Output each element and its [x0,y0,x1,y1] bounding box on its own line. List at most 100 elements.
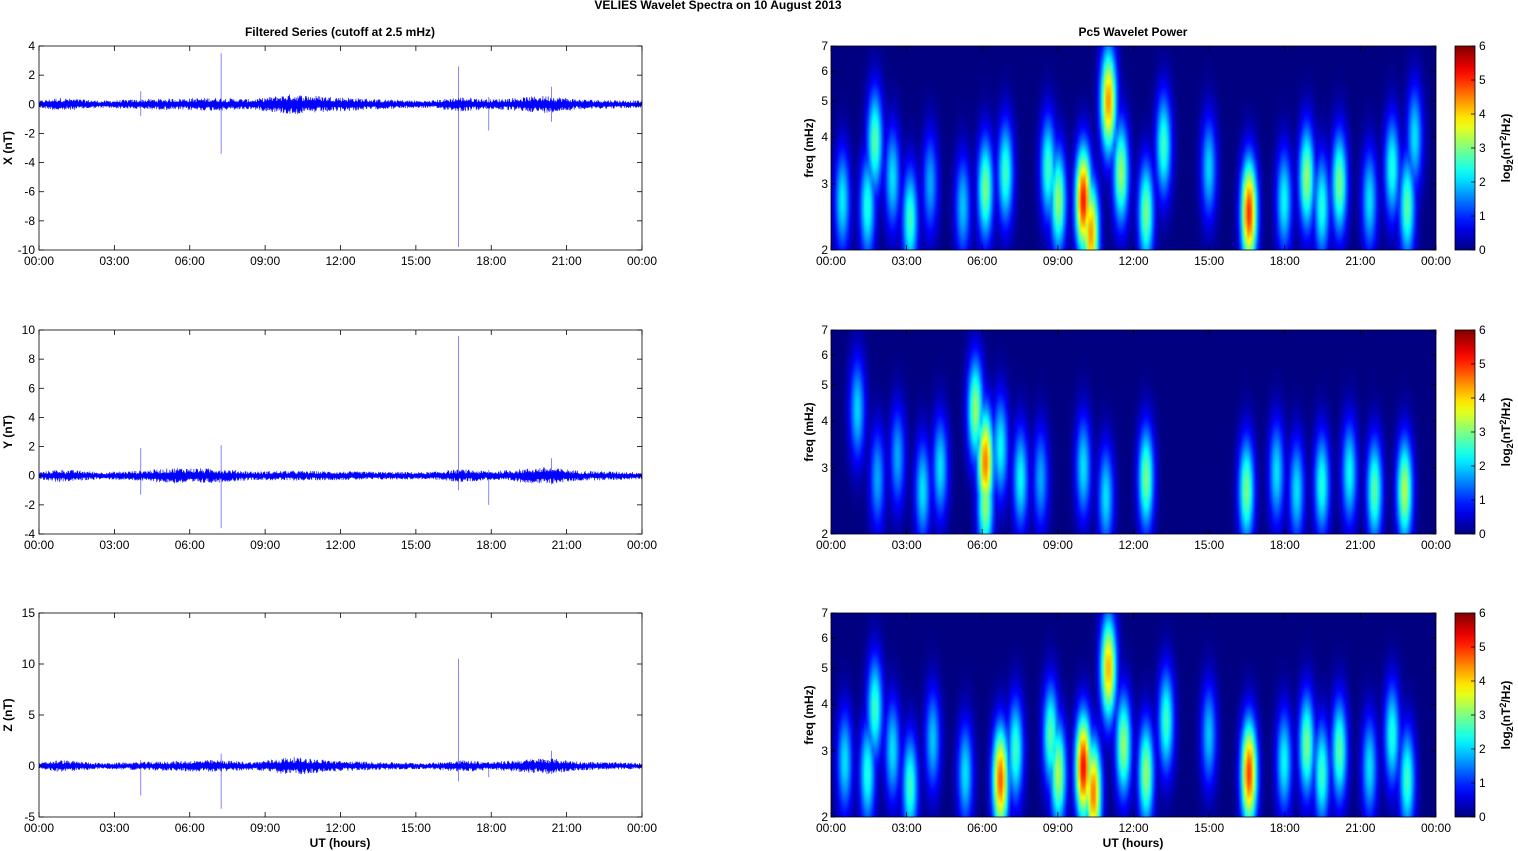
colorbar-tick-label: 2 [1479,459,1486,473]
colorbar-label: log2(nT2/Hz) [1498,114,1515,183]
colorbar-tick-label: 4 [1479,674,1486,688]
y-tick-label: 7 [821,606,828,620]
x-tick-label: 06:00 [967,538,997,552]
series-trace [39,757,642,775]
y-tick-label: 4 [28,410,35,424]
y-tick-label: 6 [821,64,828,78]
x-tick-label: 03:00 [892,538,922,552]
colorbar-tick-label: 6 [1479,606,1486,620]
x-tick-label: 12:00 [325,254,355,268]
colorbar-label: log2(nT2/Hz) [1498,398,1515,467]
x-tick-label: 00:00 [816,821,846,835]
x-tick-label: 03:00 [99,821,129,835]
x-tick-label: 15:00 [1194,821,1224,835]
y-tick-label: 5 [821,661,828,675]
y-tick-label: -10 [18,243,36,257]
y-tick-label: 2 [821,243,828,257]
y-tick-label: 6 [28,381,35,395]
y-tick-label: -2 [24,498,35,512]
x-tick-label: 15:00 [1194,538,1224,552]
x-tick-label: 09:00 [250,254,280,268]
x-tick-label: 15:00 [401,254,431,268]
x-tick-label: 06:00 [175,821,205,835]
y-tick-label: 3 [821,461,828,475]
y-tick-label: 4 [821,130,828,144]
right-xlabel: UT (hours) [1103,836,1164,850]
colorbar-tick-label: 6 [1479,39,1486,53]
x-tick-label: 21:00 [1345,538,1375,552]
x-tick-label: 15:00 [401,821,431,835]
x-tick-label: 18:00 [476,254,506,268]
series-trace [39,94,642,114]
colorbar-tick-label: 6 [1479,323,1486,337]
x-tick-label: 21:00 [552,821,582,835]
y-tick-label: 8 [28,352,35,366]
y-tick-label: 6 [821,631,828,645]
y-tick-label: 3 [821,177,828,191]
colorbar-tick-label: 1 [1479,493,1486,507]
colorbar-tick-label: 1 [1479,209,1486,223]
wavelet-power-map [831,330,1436,534]
x-tick-label: 09:00 [1043,821,1073,835]
x-tick-label: 00:00 [816,254,846,268]
power-x: 2 3 4 5 6 7 00:00 03:00 06:00 09:00 12:00 15:00 18:0… [802,39,1515,268]
y-tick-label: -5 [24,810,35,824]
x-tick-label: 21:00 [1345,821,1375,835]
y-tick-label: -2 [24,126,35,140]
y-tick-label: 7 [821,39,828,53]
x-tick-label: 21:00 [552,538,582,552]
x-tick-label: 15:00 [1194,254,1224,268]
x-tick-label: 03:00 [892,254,922,268]
left-xlabel: UT (hours) [310,836,371,850]
y-tick-label: 5 [821,378,828,392]
y-tick-label: 5 [821,94,828,108]
power-z: 2 3 4 5 6 7 00:00 03:00 06:00 09:00 12:00 15:00 18:0… [802,606,1515,835]
y-tick-label: 2 [821,527,828,541]
right-column-title: Pc5 Wavelet Power [1079,25,1188,39]
colorbar-tick-label: 5 [1479,640,1486,654]
y-tick-label: 5 [28,708,35,722]
y-tick-label: 4 [28,39,35,53]
y-tick-label: 10 [22,323,36,337]
series-y: -4 -2 0 2 4 6 8 10 00:00 03:00 06:00 09:00 12:00 15:0… [1,323,657,552]
x-tick-label: 03:00 [99,538,129,552]
colorbar-label: log2(nT2/Hz) [1498,681,1515,750]
x-tick-label: 12:00 [1118,254,1148,268]
y-tick-label: 4 [821,414,828,428]
left-column-title: Filtered Series (cutoff at 2.5 mHz) [245,25,435,39]
figure-suptitle: VELIES Wavelet Spectra on 10 August 2013 [594,0,842,12]
x-tick-label: 00:00 [1421,821,1451,835]
x-tick-label: 00:00 [24,538,54,552]
x-tick-label: 12:00 [1118,538,1148,552]
x-tick-label: 09:00 [250,821,280,835]
x-tick-label: 12:00 [325,538,355,552]
x-tick-label: 09:00 [1043,254,1073,268]
y-tick-label: 2 [28,68,35,82]
x-tick-label: 18:00 [476,821,506,835]
x-tick-label: 06:00 [967,254,997,268]
colorbar-tick-label: 5 [1479,357,1486,371]
colorbar-tick-label: 3 [1479,708,1486,722]
y-tick-label: 0 [28,759,35,773]
plot-area [39,613,642,817]
series-z: -5 0 5 10 15 00:00 03:00 06:00 09:00 12:00 15:00 18… [1,606,657,835]
x-tick-label: 06:00 [967,821,997,835]
colorbar-tick-label: 1 [1479,776,1486,790]
colorbar-tick-label: 0 [1479,527,1486,541]
y-tick-label: -4 [24,527,35,541]
colorbar-tick-label: 4 [1479,107,1486,121]
x-tick-label: 21:00 [552,254,582,268]
x-tick-label: 18:00 [1270,821,1300,835]
y-tick-label: 2 [821,810,828,824]
colorbar-tick-label: 3 [1479,141,1486,155]
x-tick-label: 00:00 [1421,538,1451,552]
y-tick-label: 0 [28,97,35,111]
colorbar-tick-label: 0 [1479,810,1486,824]
series-x: -10 -8 -6 -4 -2 0 2 4 00:00 03:00 06:00 09:00 12:00 1… [1,39,657,268]
x-tick-label: 09:00 [250,538,280,552]
wavelet-power-map [831,613,1436,817]
x-tick-label: 18:00 [476,538,506,552]
y-tick-label: -4 [24,156,35,170]
x-tick-label: 00:00 [627,254,657,268]
